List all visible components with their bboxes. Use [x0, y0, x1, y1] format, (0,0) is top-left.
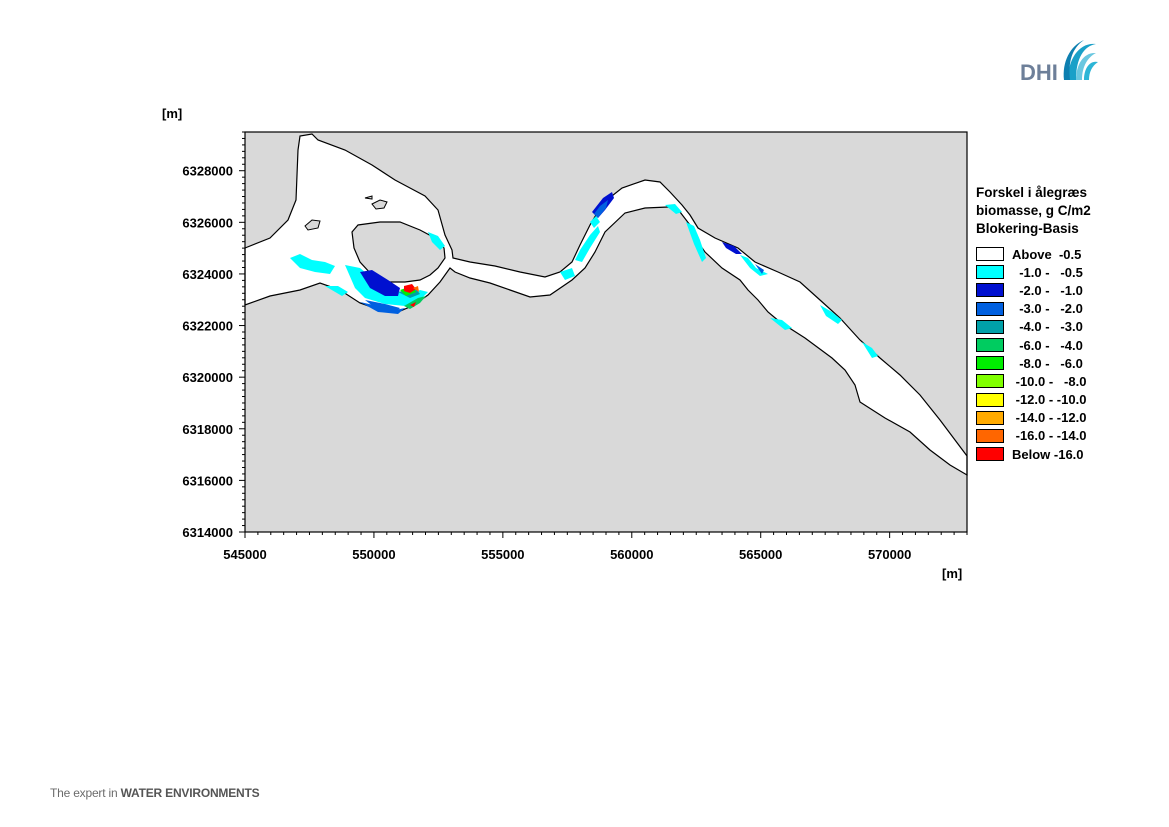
- legend-swatch: [976, 283, 1004, 298]
- wave-icon: [1063, 40, 1098, 80]
- legend-item: -8.0 - -6.0: [976, 354, 1156, 372]
- patch-cyan: [560, 268, 575, 280]
- legend-label: -2.0 - -1.0: [1012, 282, 1083, 298]
- patch-mid-blue: [594, 200, 608, 218]
- tagline-strong: WATER ENVIRONMENTS: [120, 786, 260, 800]
- y-tick-label: 6328000: [182, 164, 233, 179]
- legend-label: Above -0.5: [1012, 246, 1082, 262]
- y-tick-label: 6320000: [182, 370, 233, 385]
- patch-cyan: [820, 305, 842, 324]
- difference-patches: [290, 192, 878, 358]
- x-tick-label: 560000: [610, 547, 653, 562]
- legend-item: Below -16.0: [976, 445, 1156, 463]
- legend-label: -4.0 - -3.0: [1012, 319, 1083, 335]
- legend-title-line: biomasse, g C/m2: [976, 203, 1091, 218]
- legend-label: -10.0 - -8.0: [1012, 373, 1087, 389]
- y-tick-label: 6314000: [182, 525, 233, 540]
- patch-blue: [755, 264, 764, 274]
- legend-label: -6.0 - -4.0: [1012, 337, 1083, 353]
- legend: Forskel i ålegræs biomasse, g C/m2 Bloke…: [976, 184, 1156, 463]
- footer-tagline: The expert in WATER ENVIRONMENTS: [50, 786, 260, 800]
- patch-orange: [413, 286, 419, 292]
- patch-red: [404, 284, 416, 293]
- patch-cyan: [590, 216, 600, 228]
- x-tick-label: 555000: [481, 547, 524, 562]
- legend-swatch: [976, 247, 1004, 262]
- legend-swatch: [976, 356, 1004, 371]
- legend-label: -1.0 - -0.5: [1012, 264, 1083, 280]
- x-axis: 545000 550000 555000 560000 565000 570000: [223, 532, 968, 562]
- legend-label: -3.0 - -2.0: [1012, 301, 1083, 317]
- legend-item: -2.0 - -1.0: [976, 281, 1156, 299]
- y-tick-label: 6324000: [182, 267, 233, 282]
- legend-item: -4.0 - -3.0: [976, 318, 1156, 336]
- y-tick-label: 6326000: [182, 215, 233, 230]
- y-tick-label: 6322000: [182, 319, 233, 334]
- island: [351, 221, 446, 283]
- legend-item: -14.0 - -12.0: [976, 409, 1156, 427]
- patch-cyan: [686, 222, 706, 262]
- legend-label: -14.0 - -12.0: [1012, 410, 1087, 426]
- patch-cyan: [428, 232, 445, 250]
- patch-mid-blue: [365, 300, 400, 312]
- islet: [304, 219, 321, 231]
- islet: [371, 199, 388, 210]
- patch-blue: [722, 242, 742, 254]
- legend-title: Forskel i ålegræs biomasse, g C/m2 Bloke…: [976, 184, 1156, 238]
- x-axis-unit: [m]: [942, 566, 962, 581]
- patch-blue: [360, 270, 400, 296]
- legend-swatch: [976, 265, 1004, 280]
- legend-item: -1.0 - -0.5: [976, 263, 1156, 281]
- legend-swatch: [976, 374, 1004, 389]
- y-tick-label: 6316000: [182, 473, 233, 488]
- legend-swatch: [976, 447, 1004, 462]
- legend-swatch: [976, 319, 1004, 334]
- tagline-prefix: The expert in: [50, 786, 121, 800]
- legend-swatch: [976, 338, 1004, 353]
- legend-item: -10.0 - -8.0: [976, 372, 1156, 390]
- y-axis: 6328000 6326000 6324000 6322000 6320000 63180…: [182, 131, 245, 540]
- x-tick-label: 570000: [868, 547, 911, 562]
- legend-swatch: [976, 301, 1004, 316]
- dhi-logo: DHI: [1020, 40, 1098, 85]
- x-tick-label: 565000: [739, 547, 782, 562]
- y-axis-unit: [m]: [162, 106, 182, 121]
- patch-red: [410, 302, 416, 307]
- patch-blue: [360, 302, 405, 314]
- islet: [364, 195, 373, 200]
- legend-swatch: [976, 392, 1004, 407]
- legend-title-line: Forskel i ålegræs: [976, 185, 1088, 200]
- legend-title-line: Blokering-Basis: [976, 221, 1079, 236]
- logo-text: DHI: [1020, 60, 1058, 85]
- patch-cyan: [575, 226, 600, 262]
- legend-item: -6.0 - -4.0: [976, 336, 1156, 354]
- patch-cyan: [665, 204, 682, 214]
- legend-items: Above -0.5 -1.0 - -0.5 -2.0 - -1.0 -3.0 …: [976, 245, 1156, 463]
- legend-label: -16.0 - -14.0: [1012, 428, 1087, 444]
- legend-label: Below -16.0: [1012, 446, 1084, 462]
- x-tick-label: 550000: [352, 547, 395, 562]
- patch-cyan: [862, 342, 878, 358]
- legend-swatch: [976, 410, 1004, 425]
- legend-swatch: [976, 428, 1004, 443]
- legend-item: -12.0 - -10.0: [976, 391, 1156, 409]
- y-tick-label: 6318000: [182, 422, 233, 437]
- legend-label: -12.0 - -10.0: [1012, 392, 1087, 408]
- x-tick-label: 545000: [223, 547, 266, 562]
- legend-item: Above -0.5: [976, 245, 1156, 263]
- legend-item: -16.0 - -14.0: [976, 427, 1156, 445]
- legend-label: -8.0 - -6.0: [1012, 355, 1083, 371]
- patch-cyan: [325, 286, 348, 296]
- legend-item: -3.0 - -2.0: [976, 300, 1156, 318]
- patch-cyan: [770, 318, 792, 330]
- patch-cyan: [290, 254, 335, 274]
